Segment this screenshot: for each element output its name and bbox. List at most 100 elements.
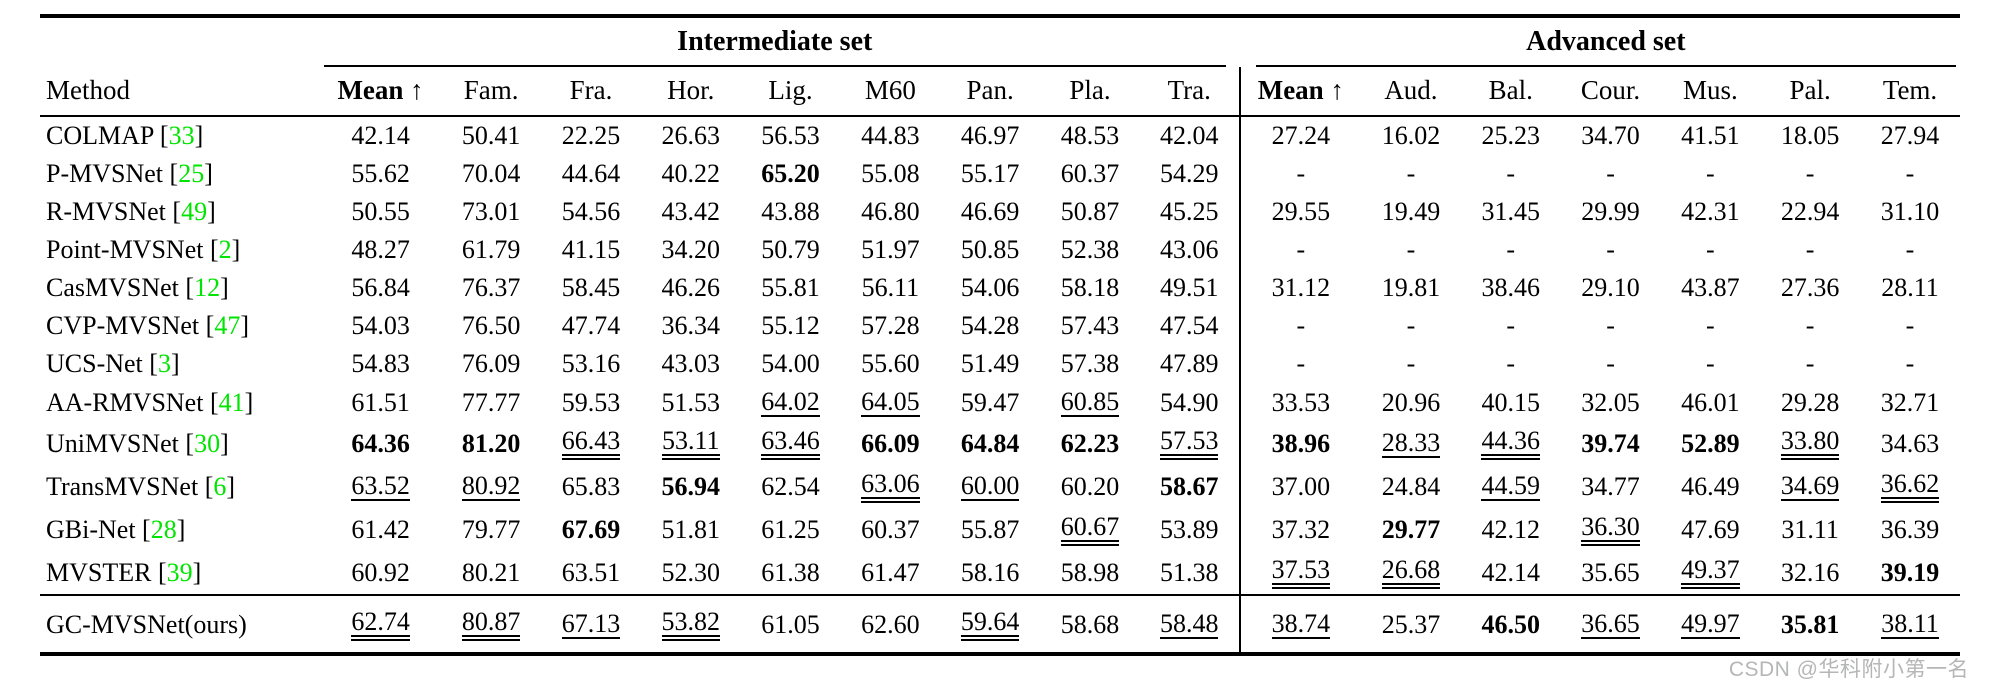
col-header-mean: Mean ↑ [1238, 67, 1362, 117]
value-cell: 51.49 [960, 349, 1020, 378]
second-best-value: 60.85 [1060, 387, 1120, 417]
value-cell: 54.83 [351, 349, 410, 378]
second-best-value: 38.74 [1271, 609, 1331, 639]
method-cell: UCS-Net [3] [46, 349, 180, 378]
third-best-value: 36.62 [1880, 470, 1940, 503]
group-header-label: Advanced set [1255, 18, 1956, 67]
best-value: 81.20 [461, 428, 521, 458]
value-cell: 53.89 [1159, 514, 1219, 544]
value-cell: 57.53 [1140, 422, 1240, 465]
value-cell: 29.99 [1581, 197, 1640, 226]
value-cell: 50.41 [461, 121, 521, 150]
method-name: UCS-Net [46, 349, 143, 378]
value-cell: 54.06 [960, 273, 1020, 302]
second-best-value: 80.92 [461, 471, 521, 501]
value-cell: 55.81 [761, 273, 820, 302]
value-cell: 26.68 [1361, 551, 1461, 595]
method-name: UniMVSNet [46, 428, 179, 458]
value-cell: 46.50 [1460, 594, 1561, 654]
value-cell: 41.51 [1681, 121, 1740, 150]
value-cell: 58.16 [960, 557, 1020, 587]
col-header-tem: Tem. [1860, 67, 1960, 117]
value-cell: 48.53 [1060, 121, 1120, 150]
col-header-cour: Cour. [1560, 67, 1661, 117]
value-cell: 67.69 [541, 508, 641, 551]
method-cell: R-MVSNet [49] [46, 197, 216, 226]
value-cell: 63.51 [561, 557, 621, 587]
citation-number: 39 [166, 557, 193, 587]
third-best-value: 26.68 [1381, 556, 1441, 589]
value-cell: 38.96 [1238, 422, 1362, 465]
best-value: 39.19 [1880, 557, 1940, 587]
value-cell: 51.97 [861, 235, 920, 264]
value-cell: - [1905, 159, 1915, 188]
value-cell: 39.19 [1860, 551, 1960, 595]
best-value: 38.96 [1271, 428, 1331, 458]
value-cell: 61.05 [740, 594, 841, 654]
method-name: P-MVSNet [46, 159, 164, 188]
col-header-m60: M60 [840, 67, 941, 117]
value-cell: 62.74 [319, 594, 442, 654]
value-cell: 28.11 [1881, 273, 1939, 302]
value-cell: 32.05 [1581, 387, 1640, 417]
value-cell: 28.33 [1361, 422, 1461, 465]
value-cell: 76.50 [461, 311, 521, 340]
value-cell: 27.36 [1780, 273, 1840, 302]
value-cell: 73.01 [461, 197, 521, 226]
table-body: COLMAP [33] 42.14 50.41 22.25 26.63 56.53 44.8… [40, 116, 1960, 654]
value-cell: - [1506, 235, 1516, 264]
value-cell: 58.18 [1060, 273, 1120, 302]
value-cell: - [1506, 159, 1516, 188]
value-cell: 58.48 [1139, 594, 1240, 654]
best-value: 64.36 [351, 428, 410, 458]
value-cell: 34.63 [1880, 428, 1940, 458]
second-best-value: 38.11 [1881, 609, 1939, 639]
second-best-value: 67.13 [561, 609, 621, 639]
table-row: COLMAP [33] 42.14 50.41 22.25 26.63 56.53 44.8… [40, 116, 1960, 155]
group-header-row: Intermediate set Advanced set [40, 16, 1960, 67]
value-cell: 49.51 [1159, 273, 1219, 302]
value-cell: 34.69 [1760, 465, 1860, 508]
value-cell: 31.11 [1781, 514, 1839, 544]
value-cell: - [1606, 349, 1615, 378]
value-cell: 36.34 [661, 311, 721, 340]
best-value: 39.74 [1581, 428, 1640, 458]
method-cell: CasMVSNet [12] [46, 273, 229, 302]
value-cell: - [1706, 159, 1715, 188]
third-best-value: 53.11 [661, 427, 720, 460]
value-cell: 29.10 [1581, 273, 1640, 302]
method-name: TransMVSNet [46, 471, 199, 501]
third-best-value: 59.64 [960, 608, 1020, 641]
table-row: MVSTER [39] 60.92 80.21 63.51 52.30 61.38 61.4… [40, 551, 1960, 595]
value-cell: - [1238, 345, 1362, 383]
value-cell: 65.83 [561, 471, 621, 501]
value-cell: 42.04 [1159, 121, 1219, 150]
value-cell: 25.37 [1361, 594, 1461, 654]
value-cell: 26.63 [661, 121, 721, 150]
col-header-bal: Bal. [1460, 67, 1561, 117]
method-cell: GC-MVSNet(ours) [40, 594, 320, 654]
citation-number: 6 [213, 471, 227, 501]
value-cell: 32.16 [1780, 557, 1840, 587]
value-cell: 29.55 [1238, 193, 1362, 231]
value-cell: - [1238, 155, 1362, 193]
value-cell: 60.37 [1060, 159, 1120, 188]
citation-number: 12 [194, 273, 221, 302]
value-cell: 56.94 [641, 465, 741, 508]
value-cell: 55.87 [960, 514, 1020, 544]
value-cell: 63.46 [741, 422, 841, 465]
value-cell: 49.97 [1660, 594, 1761, 654]
value-cell: 27.94 [1880, 121, 1940, 150]
value-cell: 66.09 [840, 422, 940, 465]
value-cell: - [1606, 159, 1615, 188]
third-best-value: 80.87 [461, 608, 521, 641]
value-cell: 54.28 [960, 311, 1020, 340]
second-best-value: 44.59 [1481, 471, 1540, 501]
value-cell: - [1606, 311, 1615, 340]
value-cell: - [1805, 311, 1815, 340]
value-cell: 46.26 [661, 273, 721, 302]
col-header-method: Method [40, 67, 320, 117]
value-cell: 61.47 [861, 557, 920, 587]
table-row: GBi-Net [28] 61.42 79.77 67.69 51.81 61.25 60.… [40, 508, 1960, 551]
value-cell: 53.82 [640, 594, 741, 654]
